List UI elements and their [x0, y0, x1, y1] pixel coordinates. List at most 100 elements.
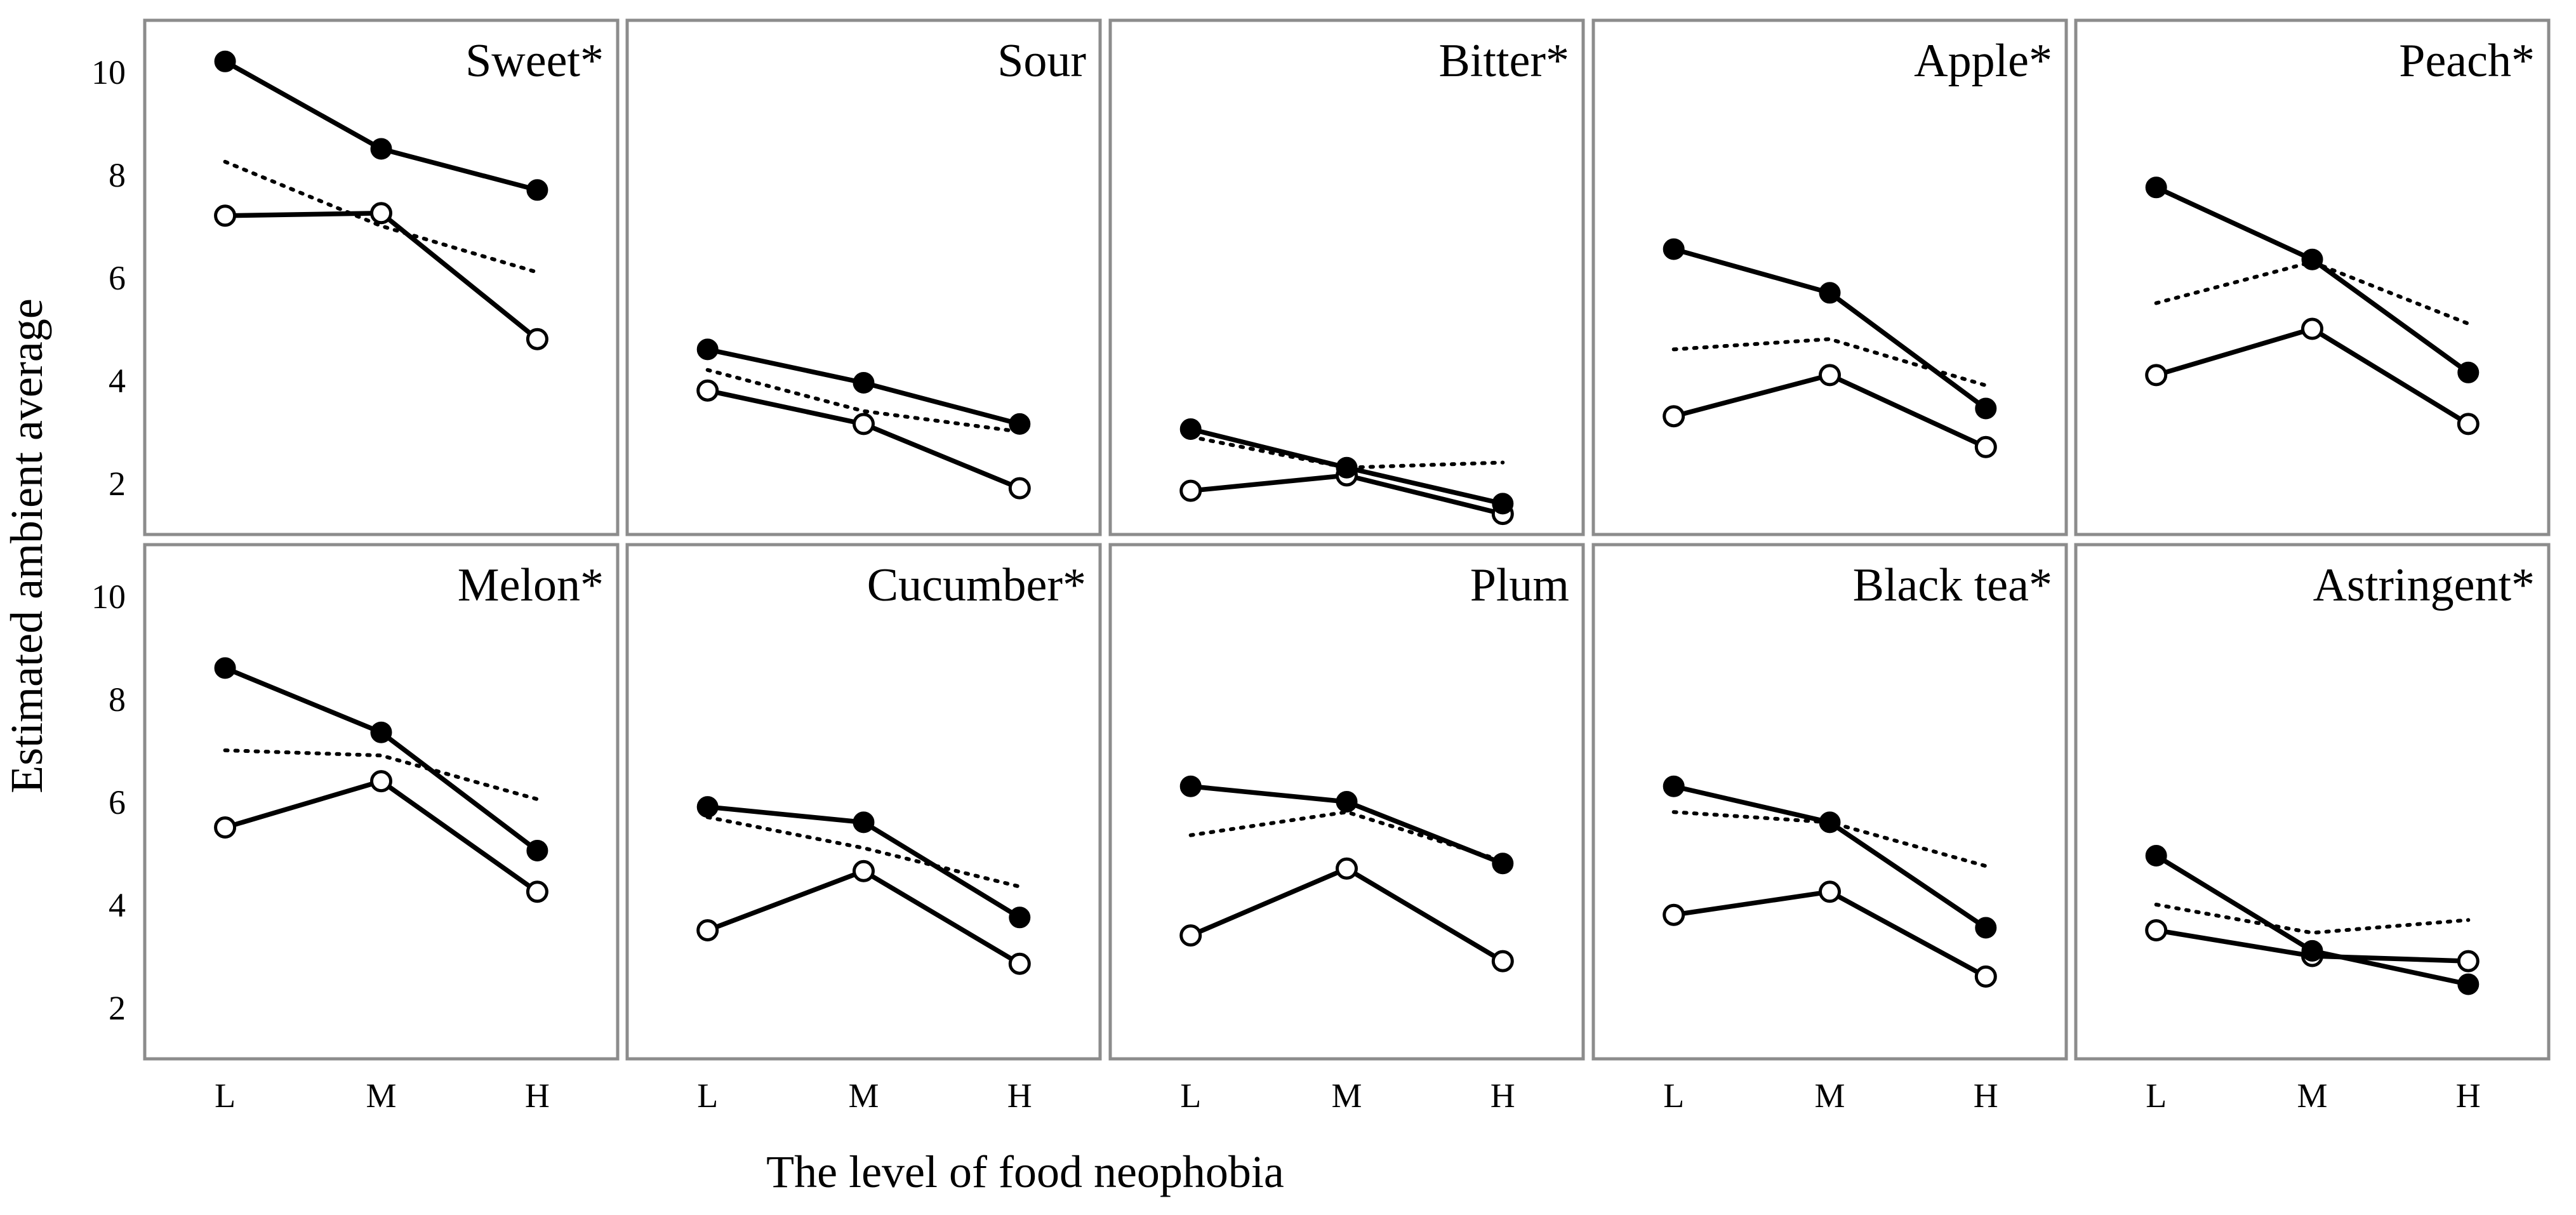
x-tick-label-col1-l: L — [215, 1077, 236, 1115]
panel-frame-apple — [1591, 18, 2068, 536]
x-tick-label-col3-h: H — [1490, 1077, 1515, 1115]
panel-title-black-tea: Black tea* — [1853, 559, 2052, 611]
series-line-dotted-bitter — [1188, 435, 1505, 470]
point-filled-sour-h — [1009, 413, 1031, 435]
x-tick-label-col4-h: H — [1974, 1077, 1998, 1115]
panel-frame-cucumber — [625, 543, 1102, 1061]
y-tick-label-row1-2: 2 — [109, 465, 126, 503]
point-open-apple-h — [1974, 435, 1997, 458]
point-open-peach-l — [2145, 364, 2168, 387]
point-open-melon-l — [214, 816, 237, 839]
panel-frame-peach — [2074, 18, 2551, 536]
x-tick-label-col1-h: H — [525, 1077, 550, 1115]
point-open-cucumber-m — [853, 860, 875, 882]
panel-peach: Peach* — [2074, 18, 2551, 536]
point-filled-melon-m — [370, 721, 392, 743]
point-filled-bitter-h — [1492, 493, 1514, 515]
point-open-peach-h — [2457, 413, 2480, 435]
y-tick-label-row1-6: 6 — [109, 259, 126, 297]
y-tick-label-row1-10: 10 — [91, 53, 126, 91]
point-filled-black-tea-m — [1819, 811, 1841, 833]
point-open-astringent-l — [2145, 919, 2168, 941]
panel-title-peach: Peach* — [2399, 35, 2535, 87]
point-filled-black-tea-h — [1975, 917, 1997, 939]
point-filled-bitter-m — [1336, 456, 1358, 479]
x-tick-label-col4-l: L — [1663, 1077, 1684, 1115]
point-filled-apple-l — [1663, 238, 1685, 260]
point-open-sour-l — [696, 379, 719, 402]
panel-title-sour: Sour — [997, 35, 1086, 87]
point-filled-cucumber-m — [853, 811, 875, 833]
panel-sour: Sour — [625, 18, 1102, 536]
x-tick-label-col2-l: L — [697, 1077, 718, 1115]
point-filled-melon-h — [526, 840, 548, 861]
point-filled-peach-h — [2457, 361, 2480, 383]
y-tick-label-row1-4: 4 — [109, 362, 126, 400]
y-tick-label-row2-8: 8 — [109, 681, 126, 719]
panels-layer: Sweet* Sour Bitter* Apple* Peach* Melon* Cucum… — [143, 18, 2551, 1061]
point-open-melon-m — [370, 770, 392, 793]
panel-bitter: Bitter* — [1108, 18, 1585, 536]
point-filled-sour-m — [853, 372, 875, 394]
point-filled-sweet-h — [526, 179, 548, 201]
point-open-apple-m — [1819, 364, 1841, 387]
series-line-dotted-sour — [705, 368, 1022, 434]
y-tick-label-row2-2: 2 — [109, 989, 126, 1027]
x-tick-label-col4-m: M — [1814, 1077, 1845, 1115]
point-open-peach-m — [2301, 317, 2323, 340]
point-filled-cucumber-l — [696, 796, 719, 818]
y-tick-label-row1-8: 8 — [109, 156, 126, 194]
x-axis-title: The level of food neophobia — [766, 1146, 1284, 1197]
series-line-dotted-astringent — [2154, 903, 2471, 935]
point-open-sweet-m — [370, 202, 392, 225]
point-filled-astringent-h — [2457, 973, 2480, 995]
point-filled-peach-m — [2301, 248, 2323, 270]
x-tick-label-col1-m: M — [366, 1077, 396, 1115]
x-tick-label-col5-l: L — [2146, 1077, 2167, 1115]
panel-apple: Apple* — [1591, 18, 2068, 536]
point-open-plum-h — [1491, 950, 1514, 973]
panel-melon: Melon* — [143, 543, 620, 1061]
point-filled-apple-h — [1975, 397, 1997, 420]
point-filled-plum-l — [1179, 775, 1202, 797]
panel-title-apple: Apple* — [1914, 35, 2052, 87]
point-filled-bitter-l — [1179, 418, 1202, 440]
point-open-cucumber-h — [1008, 952, 1031, 975]
panel-title-melon: Melon* — [458, 559, 604, 611]
point-open-sour-h — [1008, 477, 1031, 500]
point-filled-plum-m — [1336, 791, 1358, 813]
panel-title-plum: Plum — [1470, 559, 1569, 611]
panel-title-astringent: Astringent* — [2313, 559, 2535, 611]
point-filled-plum-h — [1492, 853, 1514, 875]
point-open-melon-h — [526, 880, 548, 903]
y-tick-label-row2-10: 10 — [91, 578, 126, 616]
point-open-sweet-l — [214, 204, 237, 227]
point-filled-astringent-l — [2145, 845, 2167, 866]
panel-frame-melon — [143, 543, 620, 1061]
x-tick-label-col5-h: H — [2456, 1077, 2481, 1115]
y-tick-label-row2-4: 4 — [109, 886, 126, 924]
panel-title-bitter: Bitter* — [1438, 35, 1569, 87]
panel-title-sweet: Sweet* — [465, 35, 604, 87]
point-open-black-tea-h — [1974, 965, 1997, 988]
point-open-plum-l — [1179, 924, 1202, 947]
x-tick-label-col2-m: M — [848, 1077, 879, 1115]
series-line-dotted-cucumber — [705, 815, 1022, 889]
point-open-plum-m — [1336, 857, 1358, 880]
point-filled-cucumber-h — [1009, 906, 1031, 929]
point-filled-sweet-l — [214, 50, 236, 72]
point-filled-melon-l — [214, 657, 236, 679]
panel-cucumber: Cucumber* — [625, 543, 1102, 1061]
x-tick-label-col3-l: L — [1180, 1077, 1201, 1115]
panel-title-cucumber: Cucumber* — [867, 559, 1086, 611]
panel-sweet: Sweet* — [143, 18, 620, 536]
panel-plum: Plum — [1108, 543, 1585, 1061]
panel-frame-sour — [625, 18, 1102, 536]
panel-frame-astringent — [2074, 543, 2551, 1061]
panel-frame-sweet — [143, 18, 620, 536]
x-tick-label-col2-h: H — [1007, 1077, 1032, 1115]
panel-frame-bitter — [1108, 18, 1585, 536]
point-open-cucumber-l — [696, 919, 719, 941]
point-open-black-tea-m — [1819, 880, 1841, 903]
